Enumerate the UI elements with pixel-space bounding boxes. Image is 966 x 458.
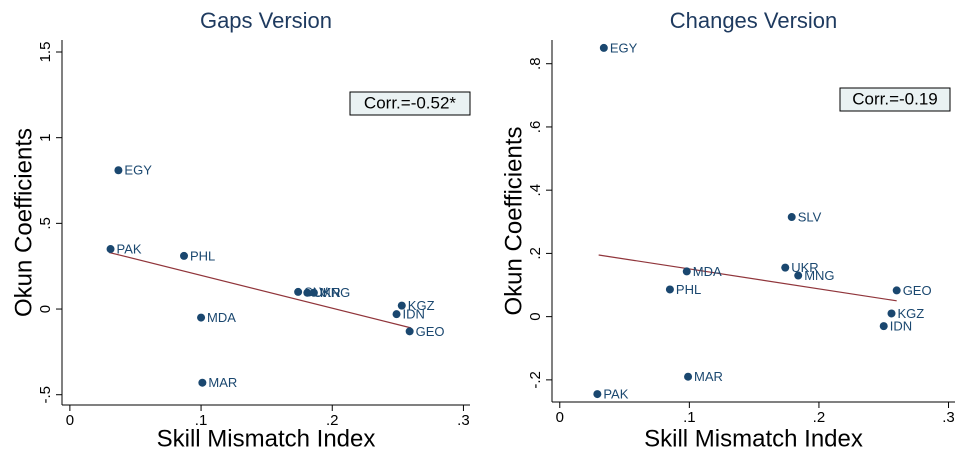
x-tick-label: .3	[942, 409, 955, 426]
point	[599, 43, 608, 52]
point-label: KGZ	[408, 298, 435, 313]
point-label: GEO	[903, 283, 932, 298]
point	[593, 390, 602, 399]
point	[197, 313, 206, 322]
point-label: EGY	[124, 163, 152, 178]
point	[892, 286, 901, 295]
y-tick-label: .5	[37, 217, 54, 230]
point	[405, 327, 414, 336]
point-label: EGY	[610, 40, 638, 55]
point	[879, 322, 888, 331]
point	[303, 288, 312, 297]
y-tick-label: -.5	[37, 386, 54, 404]
point-label: PHL	[676, 282, 701, 297]
x-tick-label: .1	[683, 409, 696, 426]
y-axis-label: Okun Coefficients	[500, 127, 527, 316]
point	[665, 285, 674, 294]
x-tick-label: .2	[813, 409, 826, 426]
point-label: MNG	[320, 285, 350, 300]
point-label: PAK	[117, 241, 142, 256]
fit-line	[598, 254, 897, 302]
point	[887, 309, 896, 318]
point-label: MDA	[693, 264, 722, 279]
y-tick-label: .8	[527, 57, 544, 70]
annotation-box	[349, 91, 471, 116]
point	[106, 245, 115, 254]
chart-title: Gaps Version	[200, 8, 332, 33]
x-tick-label: .3	[457, 412, 470, 429]
y-tick-label: .2	[527, 247, 544, 260]
point-label: MAR	[208, 375, 237, 390]
annotation: Corr.=-0.52*	[364, 93, 457, 112]
y-axis-label: Okun Coefficients	[10, 128, 37, 317]
point	[392, 310, 401, 319]
point	[294, 287, 303, 296]
x-axis-label: Skill Mismatch Index	[157, 425, 376, 452]
point-label: KGZ	[898, 306, 925, 321]
x-tick-label: 0	[556, 409, 564, 426]
point-label: PAK	[603, 387, 628, 402]
point	[397, 301, 406, 310]
point-label: PHL	[190, 248, 215, 263]
x-tick-label: 0	[66, 412, 74, 429]
point	[198, 378, 207, 387]
point-label: MDA	[207, 310, 236, 325]
point	[781, 263, 790, 272]
point-label: IDN	[890, 319, 912, 334]
y-tick-label: .6	[527, 121, 544, 134]
fit-line	[109, 251, 412, 329]
point	[180, 251, 189, 260]
y-tick-label: 0	[527, 312, 544, 320]
point	[114, 166, 123, 175]
point-label: SLV	[798, 209, 822, 224]
point	[309, 288, 318, 297]
annotation: Corr.=-0.19	[852, 89, 938, 108]
x-tick-label: .1	[195, 412, 208, 429]
point-label: IDN	[403, 307, 425, 322]
y-tick-label: -.2	[527, 371, 544, 389]
chart-title: Changes Version	[670, 8, 838, 33]
point	[682, 267, 691, 276]
point	[787, 213, 796, 222]
y-tick-label: .4	[527, 184, 544, 197]
point-label: UKR	[791, 260, 818, 275]
point-label: UKR	[313, 285, 340, 300]
x-axis-label: Skill Mismatch Index	[644, 425, 863, 452]
point-label: GEO	[416, 324, 445, 339]
y-tick-label: 1	[37, 134, 54, 142]
y-tick-label: 1.5	[37, 42, 54, 63]
point-label: MAR	[694, 369, 723, 384]
x-tick-label: .2	[326, 412, 339, 429]
point-label: MNG	[804, 268, 834, 283]
point	[794, 271, 803, 280]
y-tick-label: 0	[37, 305, 54, 313]
annotation-box	[839, 87, 951, 112]
point	[684, 372, 693, 381]
